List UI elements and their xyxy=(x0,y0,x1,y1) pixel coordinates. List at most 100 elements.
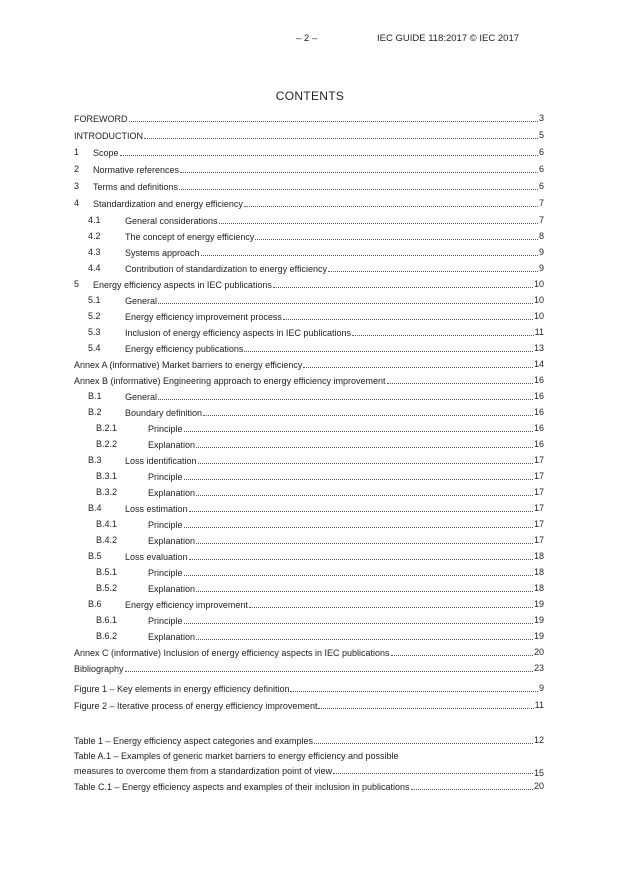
entry-page: 19 xyxy=(533,599,544,609)
toc-entry[interactable]: 3 Terms and definitions 6 xyxy=(74,181,544,198)
toc-entry[interactable]: B.3 Loss identification 17 xyxy=(74,455,544,471)
toc-entry[interactable]: Annex B (informative) Engineering approa… xyxy=(74,375,544,391)
toc-entry[interactable]: B.5 Loss evaluation 18 xyxy=(74,551,544,567)
entry-title-with-leader: Scope xyxy=(93,147,539,158)
entry-number: B.2 xyxy=(88,407,102,417)
table-entry[interactable]: Table C.1 – Energy efficiency aspects an… xyxy=(74,781,544,797)
toc-entry[interactable]: Bibliography 23 xyxy=(74,663,544,679)
entry-title-with-leader: Loss estimation xyxy=(125,503,534,514)
entry-title: Inclusion of energy efficiency aspects i… xyxy=(125,328,351,338)
entry-title-with-leader: FOREWORD xyxy=(74,113,539,124)
toc-entry[interactable]: B.3.2 Explanation 17 xyxy=(74,487,544,503)
entry-number: B.6 xyxy=(88,599,102,609)
entry-number: B.5.1 xyxy=(96,567,118,577)
entry-title: Table 1 – Energy efficiency aspect categ… xyxy=(74,736,313,746)
entry-page: 18 xyxy=(533,551,544,561)
toc-entry[interactable]: B.4 Loss estimation 17 xyxy=(74,503,544,519)
dot-leader xyxy=(119,155,538,156)
toc-entry[interactable]: B.6.2 Explanation 19 xyxy=(74,631,544,647)
toc-entry[interactable]: 4.4 Contribution of standardization to en… xyxy=(74,263,544,279)
entry-title-with-leader: Principle xyxy=(148,519,534,530)
entry-number: B.3 xyxy=(88,455,102,465)
entry-page: 16 xyxy=(533,407,544,417)
entry-title-with-leader: Principle xyxy=(148,471,534,482)
entry-title: Scope xyxy=(93,148,119,158)
entry-page: 13 xyxy=(533,343,544,353)
entry-page: 17 xyxy=(533,535,544,545)
entry-title-with-leader: Inclusion of energy efficiency aspects i… xyxy=(125,327,535,338)
entry-number: B.6.2 xyxy=(96,631,118,641)
toc-entry[interactable]: 5 Energy efficiency aspects in IEC public… xyxy=(74,279,544,295)
toc-entry[interactable]: B.4.1 Principle 17 xyxy=(74,519,544,535)
entry-page: 10 xyxy=(533,279,544,289)
entry-number: 4.1 xyxy=(88,215,101,225)
entry-page: 20 xyxy=(533,781,544,791)
toc-entry[interactable]: Annex A (informative) Market barriers to… xyxy=(74,359,544,375)
dot-leader xyxy=(248,607,533,608)
entry-title-line: Table A.1 – Examples of generic market b… xyxy=(74,751,399,761)
entry-title-with-leader: Normative references xyxy=(93,164,539,175)
toc-entry[interactable]: B.1 General 16 xyxy=(74,391,544,407)
toc-entry[interactable]: 4 Standardization and energy efficiency 7 xyxy=(74,198,544,215)
toc-entry[interactable]: 5.3 Inclusion of energy efficiency aspect… xyxy=(74,327,544,343)
toc-entry[interactable]: FOREWORD 3 xyxy=(74,113,544,130)
entry-page: 6 xyxy=(538,181,544,191)
entry-title: Loss estimation xyxy=(125,504,188,514)
toc-entry[interactable]: 5.1 General 10 xyxy=(74,295,544,311)
entry-page: 6 xyxy=(538,147,544,157)
table-entry[interactable]: Table 1 – Energy efficiency aspect categ… xyxy=(74,735,544,751)
entry-title: Principle xyxy=(148,520,183,530)
toc-entry[interactable]: B.6.1 Principle 19 xyxy=(74,615,544,631)
entry-title: Contribution of standardization to energ… xyxy=(125,264,327,274)
entry-title: Annex B (informative) Engineering approa… xyxy=(74,376,386,386)
entry-title: Energy efficiency improvement process xyxy=(125,312,282,322)
dot-leader xyxy=(196,447,533,448)
toc-entry[interactable]: B.3.1 Principle 17 xyxy=(74,471,544,487)
toc-entry[interactable]: 4.1 General considerations 7 xyxy=(74,215,544,231)
entry-title: Explanation xyxy=(148,488,196,498)
toc-entry[interactable]: B.6 Energy efficiency improvement 19 xyxy=(74,599,544,615)
toc-entry[interactable]: B.5.2 Explanation 18 xyxy=(74,583,544,599)
toc-entry[interactable]: B.5.1 Principle 18 xyxy=(74,567,544,583)
entry-title-with-leader: Explanation xyxy=(148,487,534,498)
toc-entry[interactable]: 4.2 The concept of energy efficiency 8 xyxy=(74,231,544,247)
entry-title-with-leader: Contribution of standardization to energ… xyxy=(125,263,539,274)
toc-entry[interactable]: B.2.2 Explanation 16 xyxy=(74,439,544,455)
entry-number: 4.2 xyxy=(88,231,101,241)
toc-entry[interactable]: B.2.1 Principle 16 xyxy=(74,423,544,439)
entry-title: General xyxy=(125,296,158,306)
toc-entry[interactable]: 5.4 Energy efficiency publications 13 xyxy=(74,343,544,359)
figure-entry[interactable]: Figure 1 – Key elements in energy effici… xyxy=(74,683,544,700)
entry-page: 5 xyxy=(538,130,544,140)
toc-entry[interactable]: 1 Scope 6 xyxy=(74,147,544,164)
toc-entry[interactable]: B.4.2 Explanation 17 xyxy=(74,535,544,551)
table-entry[interactable]: Table A.1 – Examples of generic market b… xyxy=(74,751,544,781)
toc-entry[interactable]: 2 Normative references 6 xyxy=(74,164,544,181)
entry-title: Loss identification xyxy=(125,456,197,466)
entry-number: 5.2 xyxy=(88,311,101,321)
toc-entry[interactable]: Annex C (informative) Inclusion of energ… xyxy=(74,647,544,663)
entry-title: Bibliography xyxy=(74,664,124,674)
entry-page: 14 xyxy=(533,359,544,369)
table-of-contents: FOREWORD 3 INTRODUCTION 5 1 Scope 6 2 Normative … xyxy=(74,113,544,679)
figure-entry[interactable]: Figure 2 – Iterative process of energy e… xyxy=(74,700,544,717)
entry-page: 16 xyxy=(533,423,544,433)
toc-entry[interactable]: 5.2 Energy efficiency improvement process… xyxy=(74,311,544,327)
entry-title-with-leader: Energy efficiency improvement process xyxy=(125,311,534,322)
dot-leader xyxy=(196,543,533,544)
dot-leader xyxy=(183,575,533,576)
entry-title-with-leader: Explanation xyxy=(148,631,534,642)
dot-leader xyxy=(180,172,538,173)
entry-page: 7 xyxy=(538,215,544,225)
toc-entry[interactable]: B.2 Boundary definition 16 xyxy=(74,407,544,423)
entry-title: Table C.1 – Energy efficiency aspects an… xyxy=(74,782,410,792)
dot-leader xyxy=(386,383,533,384)
entry-number: B.4.2 xyxy=(96,535,118,545)
toc-entry[interactable]: INTRODUCTION 5 xyxy=(74,130,544,147)
entry-page: 10 xyxy=(533,295,544,305)
entry-page: 9 xyxy=(538,247,544,257)
entry-title: General xyxy=(125,392,158,402)
toc-entry[interactable]: 4.3 Systems approach 9 xyxy=(74,247,544,263)
entry-number: B.5 xyxy=(88,551,102,561)
entry-title: Boundary definition xyxy=(125,408,203,418)
